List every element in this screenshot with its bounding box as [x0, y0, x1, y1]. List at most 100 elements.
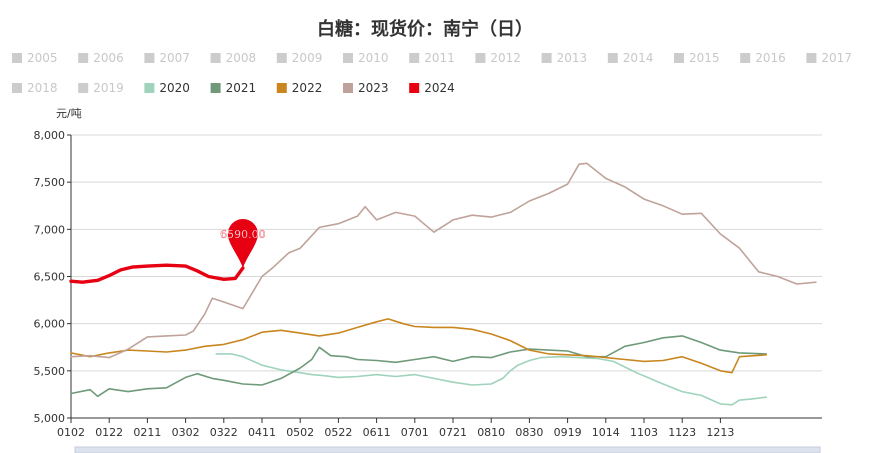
- legend-label: 2015: [689, 51, 720, 65]
- legend-item-2008[interactable]: 2008: [210, 51, 257, 65]
- x-tick-label: 0522: [324, 426, 352, 439]
- x-tick-label: 1014: [592, 426, 620, 439]
- series-line-2020: [215, 353, 767, 406]
- x-tick-label: 0701: [401, 426, 429, 439]
- series-line-2021: [70, 335, 767, 398]
- y-axis-unit: 元/吨: [56, 107, 82, 120]
- value-marker-pin: 6590.00: [220, 219, 266, 269]
- legend-label: 2014: [623, 51, 654, 65]
- legend-item-2010[interactable]: 2010: [343, 51, 389, 65]
- legend-swatch: [276, 53, 287, 63]
- value-marker: 6590.00: [220, 219, 266, 269]
- legend-item-2014[interactable]: 2014: [607, 51, 654, 65]
- x-tick-label: 0322: [210, 426, 238, 439]
- legend-swatch: [740, 53, 751, 63]
- y-tick-label: 7,000: [34, 223, 66, 236]
- x-tick-label: 0122: [95, 426, 123, 439]
- legend-item-2011[interactable]: 2011: [409, 51, 455, 65]
- legend-item-2023[interactable]: 2023: [343, 81, 389, 95]
- x-tick-label: 1123: [668, 426, 696, 439]
- legend-item-2018[interactable]: 2018: [12, 81, 58, 95]
- chart-title: 白糖：现货价：南宁（日）: [317, 18, 533, 40]
- x-tick-label: 0721: [439, 426, 467, 439]
- legend-swatch: [409, 83, 420, 93]
- legend-item-2022[interactable]: 2022: [276, 81, 323, 95]
- legend-swatch: [343, 83, 353, 93]
- legend-label: 2006: [93, 51, 124, 65]
- zoom-slider[interactable]: [74, 446, 821, 453]
- y-tick-label: 7,500: [34, 176, 66, 189]
- legend-label: 2013: [557, 51, 588, 65]
- x-tick-label: 0830: [515, 426, 543, 439]
- legend-item-2017[interactable]: 2017: [806, 51, 852, 65]
- legend-swatch: [475, 53, 486, 63]
- legend-label: 2017: [821, 51, 852, 65]
- legend-swatch: [276, 83, 287, 93]
- legend-item-2024[interactable]: 2024: [409, 81, 455, 95]
- gridlines: [71, 134, 822, 372]
- legend-item-2007[interactable]: 2007: [144, 51, 190, 65]
- x-tick-label: 1213: [706, 426, 734, 439]
- legend-swatch: [674, 53, 684, 63]
- legend-swatch: [409, 53, 420, 63]
- legend-label: 2023: [358, 81, 389, 95]
- legend-item-2019[interactable]: 2019: [78, 81, 124, 95]
- marker-label: 6590.00: [220, 228, 266, 241]
- x-tick-label: 0810: [477, 426, 505, 439]
- series-line-2023: [70, 162, 817, 359]
- y-tick-label: 6,500: [34, 271, 66, 284]
- x-tick-label: 0919: [554, 426, 582, 439]
- legend-label: 2024: [424, 81, 455, 95]
- legend-label: 2018: [27, 81, 58, 95]
- x-axis: 0102 0122 0211 0302 0322 0411 0502 0522 0611 0701…: [57, 417, 822, 439]
- legend-swatch: [12, 83, 22, 93]
- x-tick-label: 0411: [248, 426, 276, 439]
- legend-swatch: [806, 53, 817, 63]
- y-tick-label: 8,000: [34, 129, 66, 142]
- legend-label: 2021: [226, 81, 257, 95]
- legend-swatch: [541, 53, 552, 63]
- legend-label: 2011: [424, 51, 455, 65]
- series-line-2024: [69, 263, 245, 284]
- legend-label: 2012: [490, 51, 521, 65]
- legend-item-2013[interactable]: 2013: [541, 51, 588, 65]
- x-tick-label: 0502: [286, 426, 314, 439]
- legend-label: 2007: [159, 51, 190, 65]
- y-axis: 5,000 5,500 6,000 6,500 7,000 7,500 8,000: [34, 129, 72, 425]
- legend-item-2021[interactable]: 2021: [210, 81, 257, 95]
- legend-item-2009[interactable]: 2009: [276, 51, 323, 65]
- legend-swatch: [78, 53, 89, 63]
- series-line-2022: [70, 318, 767, 374]
- legend-swatch: [210, 53, 221, 63]
- legend-label: 2016: [755, 51, 786, 65]
- legend-swatch: [78, 83, 89, 93]
- x-tick-label: 0302: [172, 426, 200, 439]
- legend-label: 2009: [292, 51, 323, 65]
- x-tick-label: 0211: [133, 426, 161, 439]
- plot-area: [69, 162, 817, 406]
- legend-swatch: [607, 53, 618, 63]
- legend-item-2012[interactable]: 2012: [475, 51, 521, 65]
- marker-pin-shape: [227, 219, 258, 269]
- legend-label: 2005: [27, 51, 58, 65]
- y-tick-label: 5,500: [34, 365, 66, 378]
- legend-item-2005[interactable]: 2005: [12, 51, 58, 65]
- legend: 2005 2006 2007 2008 2009 2010 2011 2012 2013 2014…: [12, 51, 852, 95]
- legend-label: 2010: [358, 51, 389, 65]
- y-tick-label: 6,000: [34, 318, 66, 331]
- legend-item-2020[interactable]: 2020: [144, 81, 190, 95]
- legend-label: 2020: [159, 81, 190, 95]
- legend-swatch: [144, 83, 155, 93]
- legend-label: 2008: [226, 51, 257, 65]
- legend-swatch: [210, 83, 221, 93]
- legend-item-2015[interactable]: 2015: [674, 51, 720, 65]
- legend-item-2016[interactable]: 2016: [740, 51, 786, 65]
- x-tick-label: 1103: [630, 426, 658, 439]
- legend-label: 2022: [292, 81, 323, 95]
- legend-label: 2019: [93, 81, 124, 95]
- legend-swatch: [12, 53, 22, 63]
- legend-swatch: [144, 53, 155, 63]
- x-tick-label: 0102: [57, 426, 85, 439]
- legend-item-2006[interactable]: 2006: [78, 51, 124, 65]
